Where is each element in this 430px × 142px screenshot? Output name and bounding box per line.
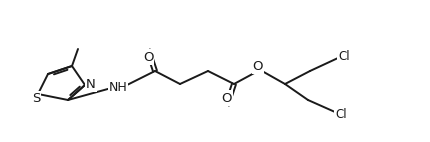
Text: S: S [32,92,40,106]
Text: O: O [222,91,232,105]
Text: Cl: Cl [338,50,350,62]
Text: NH: NH [109,81,127,93]
Text: O: O [253,59,263,73]
Text: Cl: Cl [335,107,347,121]
Text: N: N [86,78,96,90]
Text: O: O [143,51,153,63]
